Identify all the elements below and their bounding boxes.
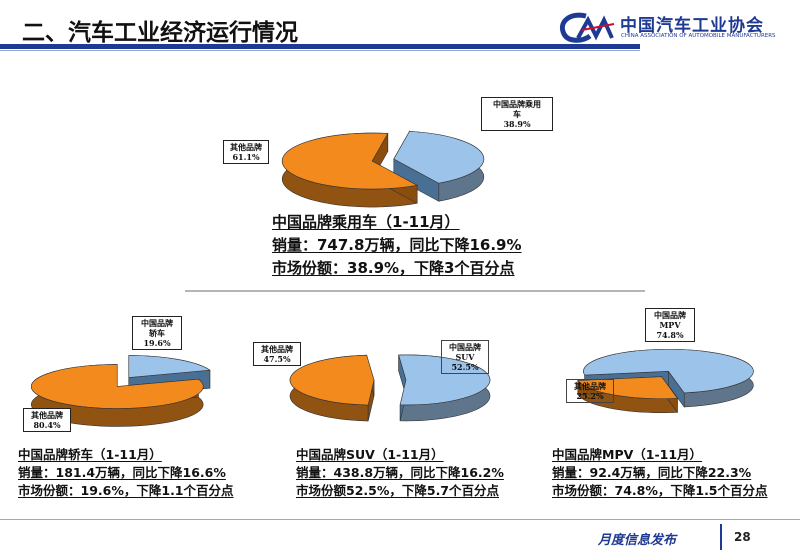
pie-slice-china-brand <box>128 355 211 378</box>
caption-sedans: 中国品牌轿车（1-11月） 销量：181.4万辆，同比下降16.6% 市场份额：… <box>18 446 234 500</box>
pie-chart-mpv <box>577 348 754 414</box>
caption-share: 市场份额：19.6%，下降1.1个百分点 <box>18 483 234 498</box>
caam-logo-icon <box>560 12 615 43</box>
caam-logo: 中国汽车工业协会 CHINA ASSOCIATION OF AUTOMOBILE… <box>556 10 796 46</box>
header-rule-thin <box>0 50 640 51</box>
caption-sales: 销量：438.8万辆，同比下降16.2% <box>296 465 504 480</box>
pie-slice-china-brand <box>393 131 485 184</box>
pie-chart-sedans <box>30 355 211 427</box>
label-china-brand-mpv: 中国品牌 MPV 74.8% <box>645 308 695 342</box>
footer-text: 月度信息发布 <box>598 533 677 548</box>
caption-sales: 销量：747.8万辆，同比下降16.9% <box>272 236 522 254</box>
label-china-brand-sedan: 中国品牌 轿车 19.6% <box>132 316 182 350</box>
pie-slice-china-brand <box>583 348 754 394</box>
caption-title: 中国品牌轿车（1-11月） <box>18 447 162 462</box>
pie-slice-other-brand <box>289 354 375 406</box>
footer-separator <box>720 524 722 550</box>
logo-chinese-name: 中国汽车工业协会 <box>620 16 764 36</box>
caption-sales: 销量：181.4万辆，同比下降16.6% <box>18 465 226 480</box>
label-other-brand-passenger: 其他品牌 61.1% <box>223 140 269 164</box>
caption-share: 市场份额52.5%，下降5.7个百分点 <box>296 483 500 498</box>
caption-title: 中国品牌乘用车（1-11月） <box>272 213 460 231</box>
pie-slice-china-brand <box>398 354 491 406</box>
pie-chart-suv <box>289 354 491 422</box>
label-other-brand-suv: 其他品牌 47.5% <box>253 342 301 366</box>
label-china-brand-suv: 中国品牌 SUV 52.5% <box>441 340 489 374</box>
slide-title: 二、汽车工业经济运行情况 <box>22 20 298 46</box>
footer-rule <box>0 519 800 520</box>
logo-english-name: CHINA ASSOCIATION OF AUTOMOBILE MANUFACT… <box>621 33 776 39</box>
caption-suv: 中国品牌SUV（1-11月） 销量：438.8万辆，同比下降16.2% 市场份额… <box>296 446 504 500</box>
label-other-brand-mpv: 其他品牌 25.2% <box>566 379 614 403</box>
header-rule <box>0 44 640 49</box>
page-number: 28 <box>734 530 751 544</box>
caption-sales: 销量：92.4万辆，同比下降22.3% <box>552 465 752 480</box>
caption-share: 市场份额：38.9%，下降3个百分点 <box>272 259 515 277</box>
caption-mpv: 中国品牌MPV（1-11月） 销量：92.4万辆，同比下降22.3% 市场份额：… <box>552 446 768 500</box>
section-divider <box>185 290 645 292</box>
label-other-brand-sedan: 其他品牌 80.4% <box>23 408 71 432</box>
pie-chart-passenger-cars <box>281 130 485 208</box>
pie-slice-other-brand <box>30 364 204 409</box>
pie-slice-other-brand <box>281 132 419 190</box>
caption-title: 中国品牌SUV（1-11月） <box>296 447 444 462</box>
slide-header: 二、汽车工业经济运行情况 中国汽车工业协会 CHINA ASSOCIATION … <box>0 0 800 51</box>
caption-passenger-cars: 中国品牌乘用车（1-11月） 销量：747.8万辆，同比下降16.9% 市场份额… <box>272 211 522 280</box>
caption-share: 市场份额：74.8%，下降1.5个百分点 <box>552 483 768 498</box>
label-china-brand-passenger: 中国品牌乘用车 38.9% <box>481 97 553 131</box>
caption-title: 中国品牌MPV（1-11月） <box>552 447 703 462</box>
